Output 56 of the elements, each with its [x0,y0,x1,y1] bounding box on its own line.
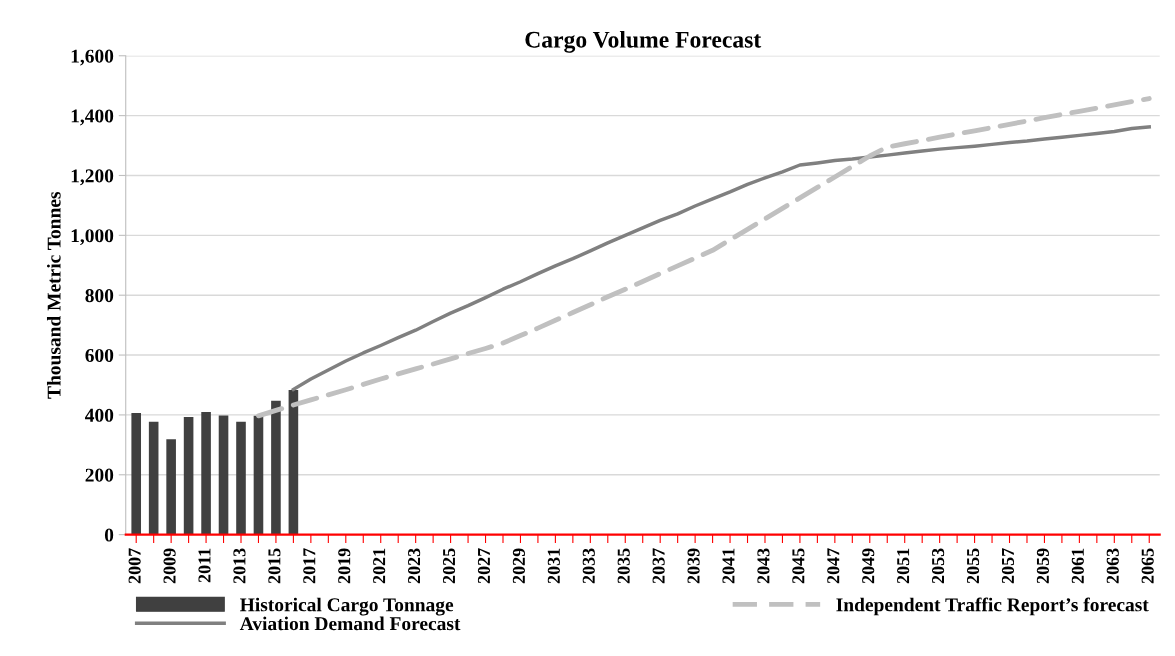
x-tick-label: 2049 [862,548,875,584]
x-tick-label: 2019 [338,548,351,584]
y-tick-label: 800 [85,289,114,303]
x-tick-label: 2007 [128,548,141,584]
bar [148,421,159,535]
bar [288,390,299,535]
legend-label: Independent Traffic Report’s forecast [836,597,1149,616]
x-tick-label: 2051 [897,548,910,584]
x-tick-label: 2063 [1106,548,1119,584]
x-tick-label: 2041 [722,548,735,584]
x-tick-label: 2039 [687,548,700,584]
x-tick-label: 2061 [1071,548,1084,584]
chart-title: Cargo Volume Forecast [525,31,762,53]
x-tick-label: 2035 [617,548,630,584]
x-tick-label: 2025 [442,548,456,584]
x-tick-label: 2013 [233,548,246,584]
line-series [291,125,1151,392]
x-tick-label: 2037 [652,548,665,584]
bar [201,411,211,535]
x-tick-label: 2027 [477,548,491,584]
x-tick-label: 2065 [1141,548,1154,584]
x-tick-label: 2023 [408,548,421,584]
x-tick-label: 2015 [268,548,281,584]
x-tick-label: 2011 [198,548,211,583]
bar [166,439,176,535]
x-tick-label: 2031 [547,548,560,584]
x-tick-label: 2021 [373,548,386,584]
x-tick-label: 2057 [1001,548,1015,584]
bar [236,421,246,535]
y-tick-label: 200 [85,468,114,482]
x-tick-label: 2033 [582,548,595,584]
x-tick-label: 2053 [931,548,945,584]
bar [218,415,229,535]
bar [253,415,264,535]
x-tick-label: 2043 [757,548,770,584]
bar [131,413,142,535]
x-tick-label: 2059 [1036,548,1049,584]
x-tick-label: 2055 [966,548,980,584]
bar [271,400,281,535]
x-tick-label: 2009 [163,548,176,584]
y-tick-label: 1,000 [71,229,114,246]
y-tick-label: 1,600 [71,49,114,66]
x-tick-label: 2045 [792,548,805,584]
y-tick-label: 400 [85,408,114,422]
legend-label: Historical Cargo Tonnage [240,597,454,616]
x-tick-label: 2047 [827,548,840,584]
x-tick-label: 2029 [512,548,525,584]
line-series [256,96,1152,419]
y-tick-label: 1,200 [71,169,114,186]
y-tick-label: 600 [85,348,114,362]
y-tick-label: 1,400 [71,109,114,126]
y-axis-title: Thousand Metric Tonnes [46,191,61,399]
y-tick-label: 0 [104,528,114,542]
bar [183,417,194,535]
legend-label: Aviation Demand Forecast [239,616,461,631]
x-tick-label: 2017 [303,548,316,584]
